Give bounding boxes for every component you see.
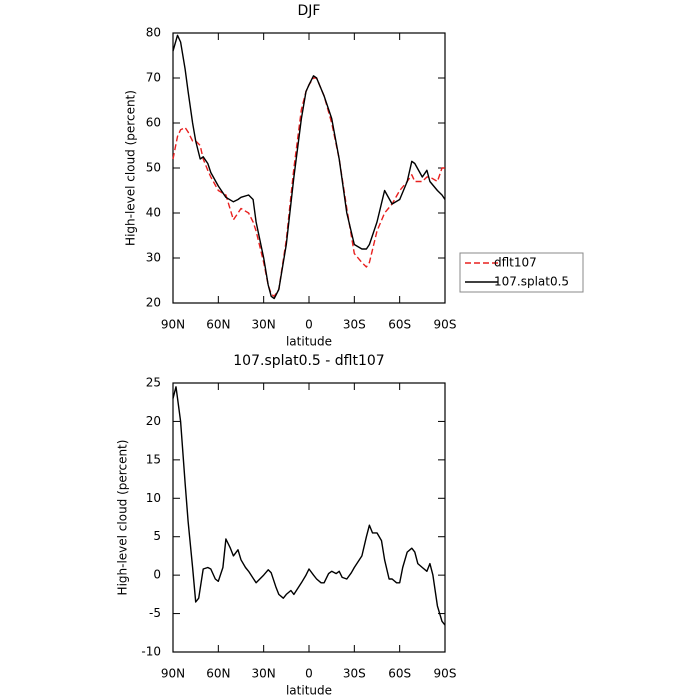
x-tick-label: 90N [161,318,185,332]
x-tick-label: 30N [252,318,276,332]
y-tick-label: 60 [146,116,161,130]
y-tick-label: 30 [146,251,161,265]
y-tick-label: 20 [146,414,161,428]
y-axis-label: High-level cloud (percent) [116,440,130,596]
y-tick-label: 10 [146,491,161,505]
x-tick-label: 30S [343,667,366,681]
x-axis-label: latitude [286,335,332,349]
y-tick-label: 70 [146,71,161,85]
y-tick-label: 80 [146,26,161,40]
x-tick-label: 30N [252,667,276,681]
x-tick-label: 0 [305,667,313,681]
y-tick-label: 5 [153,529,161,543]
x-tick-label: 30S [343,318,366,332]
x-tick-label: 60S [388,318,411,332]
legend-box [459,252,584,293]
series-line [172,386,446,626]
x-tick-label: 90S [434,318,457,332]
legend-label: dflt107 [494,256,537,270]
y-tick-label: -10 [141,645,161,659]
series-line [172,77,445,297]
y-tick-label: 15 [146,452,161,466]
series-line [172,34,446,300]
x-tick-label: 60S [388,667,411,681]
legend-label: 107.splat0.5 [494,275,569,289]
x-tick-label: 60N [206,667,230,681]
x-tick-label: 60N [206,318,230,332]
x-axis-label: latitude [286,684,332,698]
chart-title: DJF [298,3,321,19]
y-tick-label: 20 [146,296,161,310]
plot-frame [172,382,446,653]
plot-frame [172,32,446,304]
y-tick-label: 40 [146,206,161,220]
y-axis-label: High-level cloud (percent) [124,90,138,246]
y-tick-label: -5 [149,606,161,620]
x-tick-label: 90S [434,667,457,681]
y-tick-label: 25 [146,376,161,390]
chart-title: 107.splat0.5 - dflt107 [233,353,384,369]
y-tick-label: 0 [153,568,161,582]
y-tick-label: 50 [146,161,161,175]
x-tick-label: 0 [305,318,313,332]
x-tick-label: 90N [161,667,185,681]
